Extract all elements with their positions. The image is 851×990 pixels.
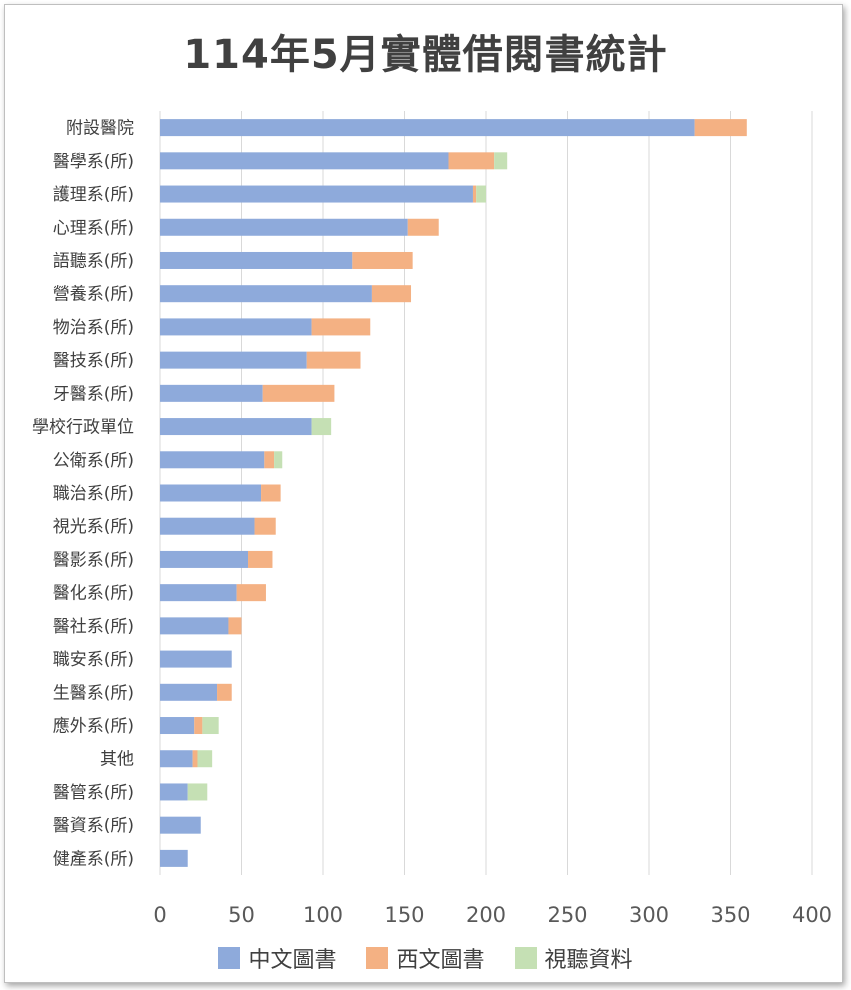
bar-segment xyxy=(160,584,237,602)
bar-segment xyxy=(262,384,335,402)
bar-segment xyxy=(160,816,201,834)
bar-segment xyxy=(371,285,412,303)
category-label: 醫技系(所) xyxy=(53,351,134,371)
bar-segment xyxy=(160,384,263,402)
bar-segment xyxy=(407,218,439,236)
bar-segment xyxy=(448,152,495,170)
category-label: 視光系(所) xyxy=(53,517,134,537)
category-label: 語聽系(所) xyxy=(53,251,134,271)
bar-segment xyxy=(160,517,255,535)
category-label: 營養系(所) xyxy=(53,285,134,305)
bar-segment xyxy=(197,750,213,768)
bar-segment xyxy=(160,285,372,303)
legend-swatch xyxy=(366,947,389,969)
bar-segment xyxy=(160,451,265,469)
x-tick-label: 100 xyxy=(303,903,343,927)
x-tick-label: 350 xyxy=(710,903,750,927)
bar-segment xyxy=(494,152,508,170)
bar-segment xyxy=(160,185,473,203)
legend-label: 中文圖書 xyxy=(248,948,337,973)
bar-segment xyxy=(472,185,477,203)
bar-segment xyxy=(160,550,249,568)
legend-item-chinese-books: 中文圖書 xyxy=(218,942,336,974)
legend-item-western-books: 西文圖書 xyxy=(366,942,485,974)
legend: 中文圖書 西文圖書 視聽資料 xyxy=(0,942,851,974)
x-tick-label: 300 xyxy=(629,903,669,927)
bar-segment xyxy=(352,251,413,269)
category-label: 醫資系(所) xyxy=(53,816,134,836)
bar-segment xyxy=(160,152,449,170)
chart-title: 114年5月實體借閱書統計 xyxy=(183,32,668,78)
bar-segment xyxy=(160,683,218,701)
category-label: 心理系(所) xyxy=(53,218,134,238)
category-label: 醫學系(所) xyxy=(53,152,134,172)
legend-label: 西文圖書 xyxy=(396,948,485,973)
category-label: 其他 xyxy=(100,750,134,770)
bar-segment xyxy=(160,251,353,269)
bar-segment xyxy=(274,451,283,469)
x-tick-label: 0 xyxy=(153,903,166,927)
bar-segment xyxy=(228,617,242,635)
bar-segment xyxy=(160,849,188,867)
bar-segment xyxy=(160,650,232,668)
bar-segment xyxy=(160,750,193,768)
bar-segment xyxy=(160,717,195,735)
x-tick-label: 150 xyxy=(384,903,424,927)
bar-segment xyxy=(160,119,695,137)
bar-segment xyxy=(261,484,281,502)
category-label: 職安系(所) xyxy=(53,650,134,670)
bar-segment xyxy=(187,783,208,801)
category-label: 護理系(所) xyxy=(53,185,134,205)
bar-segment xyxy=(202,717,219,735)
category-label: 醫影系(所) xyxy=(53,550,134,570)
bar-segment xyxy=(248,550,273,568)
bar-segment xyxy=(264,451,275,469)
legend-swatch xyxy=(218,947,241,969)
bar-segment xyxy=(476,185,486,203)
x-tick-label: 400 xyxy=(792,903,832,927)
category-label: 醫管系(所) xyxy=(53,783,134,803)
category-label: 醫社系(所) xyxy=(53,617,134,637)
category-label: 醫化系(所) xyxy=(53,584,134,604)
x-tick-label: 50 xyxy=(228,903,255,927)
bar-segment xyxy=(254,517,276,535)
category-label: 健產系(所) xyxy=(53,849,134,869)
category-label: 公衛系(所) xyxy=(53,451,134,471)
category-label: 附設醫院 xyxy=(66,119,134,139)
category-label: 學校行政單位 xyxy=(32,418,134,438)
category-label: 物治系(所) xyxy=(53,318,134,338)
bar-segment xyxy=(694,119,747,137)
bar-segment xyxy=(236,584,266,602)
bar-segment xyxy=(311,318,371,336)
bar-segment xyxy=(194,717,203,735)
category-label: 應外系(所) xyxy=(53,716,134,737)
bar-segment xyxy=(160,318,312,336)
bar-segment xyxy=(160,783,188,801)
bar-segment xyxy=(311,418,332,436)
bar-segment xyxy=(192,750,198,768)
category-label: 職治系(所) xyxy=(53,484,134,504)
legend-swatch xyxy=(514,947,537,969)
x-tick-label: 250 xyxy=(547,903,587,927)
x-tick-label: 200 xyxy=(466,903,506,927)
bar-segment xyxy=(160,218,408,236)
bar-segment xyxy=(160,351,307,369)
bar-segment xyxy=(306,351,361,369)
legend-label: 視聽資料 xyxy=(544,948,633,973)
legend-item-audiovisual: 視聽資料 xyxy=(514,942,633,974)
bar-segment xyxy=(160,617,229,635)
bar-segment xyxy=(160,484,262,502)
category-label: 生醫系(所) xyxy=(53,683,134,703)
category-label: 牙醫系(所) xyxy=(53,384,134,404)
bar-segment xyxy=(160,418,312,436)
bar-segment xyxy=(217,683,232,701)
